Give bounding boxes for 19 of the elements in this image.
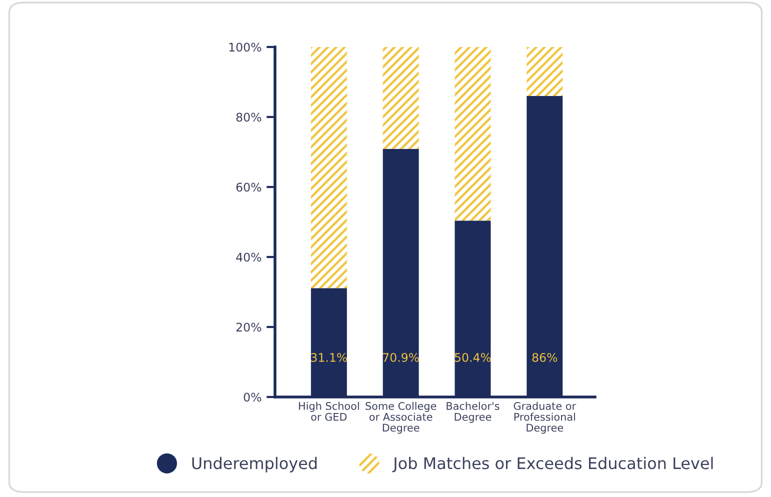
legend-label: Job Matches or Exceeds Education Level <box>392 456 713 472</box>
x-tick-label: Some College or Associate Degree <box>366 402 436 434</box>
y-tick-label: 40% <box>236 252 262 262</box>
data-label: 70.9% <box>383 352 419 362</box>
bar <box>526 47 563 96</box>
x-tick-label: Bachelor's Degree <box>446 402 500 423</box>
data-label: 86% <box>532 352 558 362</box>
y-tick-label: 100% <box>229 42 262 52</box>
x-tick-label: High School or GED <box>299 402 359 421</box>
legend-label: Underemployed <box>192 456 317 472</box>
bar <box>310 47 347 288</box>
x-tick-label: Graduate or Professional Degree <box>514 402 576 434</box>
y-tick-label: 80% <box>236 112 262 122</box>
y-tick-label: 60% <box>236 182 262 192</box>
bar <box>454 47 491 221</box>
bar <box>382 47 419 149</box>
y-tick-label: 20% <box>236 322 262 332</box>
data-label: 31.1% <box>311 352 348 362</box>
y-tick-label: 0% <box>244 392 262 402</box>
